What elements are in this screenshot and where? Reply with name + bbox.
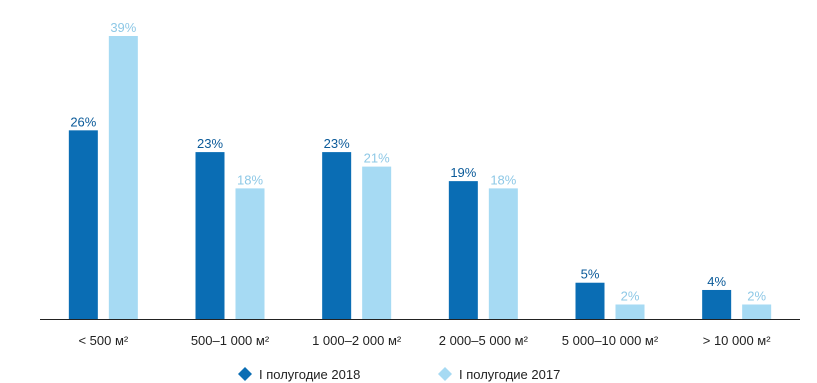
bar-2017-4 [615,304,645,319]
category-label: 5 000–10 000 м² [562,333,659,348]
value-label: 23% [197,136,223,151]
value-label: 5% [581,267,600,282]
bar-2018-0 [68,130,98,319]
bar-2018-1 [195,152,225,319]
category-label: 1 000–2 000 м² [312,333,402,348]
value-labels-layer: 26% 39% 23% 18% 23% 21% 19% 18% 5% 2% 4% 2% [70,20,766,303]
legend-label: I полугодие 2017 [459,367,560,382]
bars-layer [68,36,772,319]
value-label: 21% [364,151,390,166]
bar-2017-2 [362,166,392,319]
bar-2017-5 [742,304,772,319]
legend-label: I полугодие 2018 [259,367,360,382]
category-label: < 500 м² [78,333,128,348]
category-label: 500–1 000 м² [191,333,270,348]
bar-2018-2 [322,152,352,319]
diamond-icon [438,367,452,381]
value-label: 2% [747,288,766,303]
category-labels-layer: < 500 м² 500–1 000 м² 1 000–2 000 м² 2 000–… [78,333,771,348]
bar-2018-4 [575,282,605,319]
value-label: 26% [70,114,96,129]
value-label: 4% [707,274,726,289]
bar-2017-0 [108,36,138,319]
value-label: 18% [237,172,263,187]
value-label: 2% [621,288,640,303]
bar-2017-1 [235,188,265,319]
bar-2017-3 [488,188,518,319]
value-label: 39% [110,20,136,35]
category-label: > 10 000 м² [703,333,772,348]
bar-2018-5 [702,289,732,319]
value-label: 18% [490,172,516,187]
value-label: 19% [450,165,476,180]
category-label: 2 000–5 000 м² [439,333,529,348]
diamond-icon [238,367,252,381]
legend: I полугодие 2018 I полугодие 2017 [238,367,560,382]
bar-2018-3 [448,181,478,319]
value-label: 23% [324,136,350,151]
